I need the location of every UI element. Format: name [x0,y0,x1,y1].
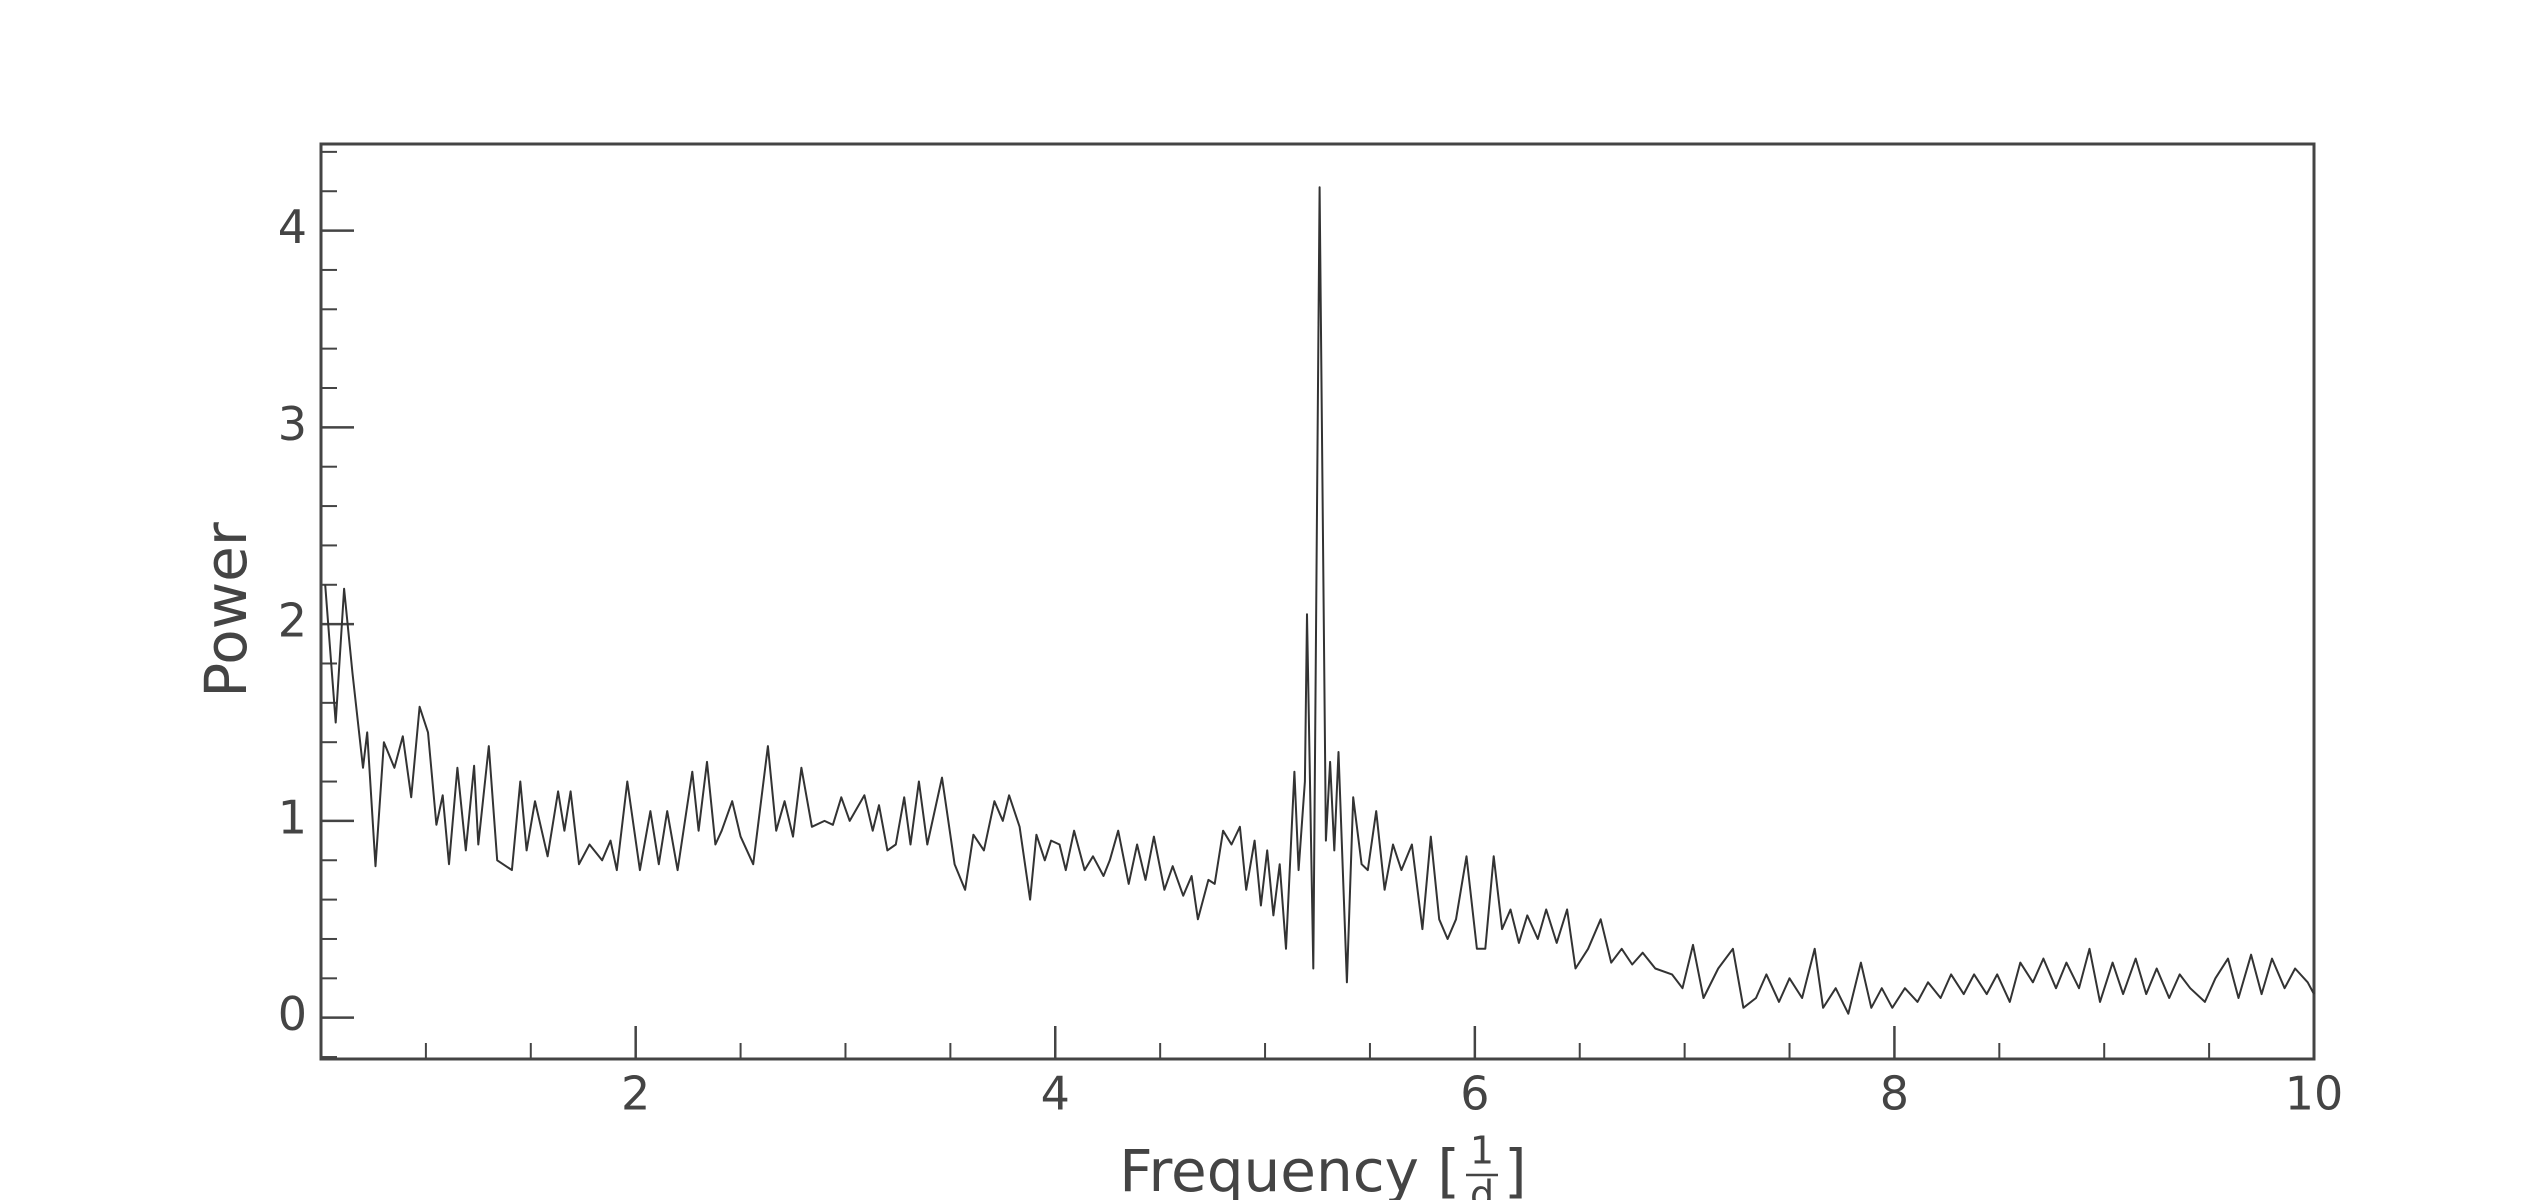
x-tick-label: 4 [1041,1067,1070,1121]
y-tick-label: 3 [278,397,307,451]
x-axis-label-numerator: 1 [1470,1129,1494,1173]
data-line [324,186,2315,1015]
y-tick-label: 0 [278,987,307,1041]
x-tick-label: 2 [621,1067,650,1121]
x-tick-label: 6 [1460,1067,1489,1121]
x-axis-label-suffix: ] [1504,1137,1527,1200]
y-tick-label: 2 [278,594,307,648]
x-tick-label: 8 [1880,1067,1909,1121]
y-tick-label: 1 [278,790,307,844]
x-axis-label-denominator: d [1470,1173,1494,1200]
x-axis-label: Frequency [ [1119,1137,1460,1200]
y-axis-label: Power [192,522,260,698]
x-tick-label: 10 [2285,1067,2344,1121]
plot-frame [319,142,2316,1061]
y-tick-label: 4 [278,200,307,254]
